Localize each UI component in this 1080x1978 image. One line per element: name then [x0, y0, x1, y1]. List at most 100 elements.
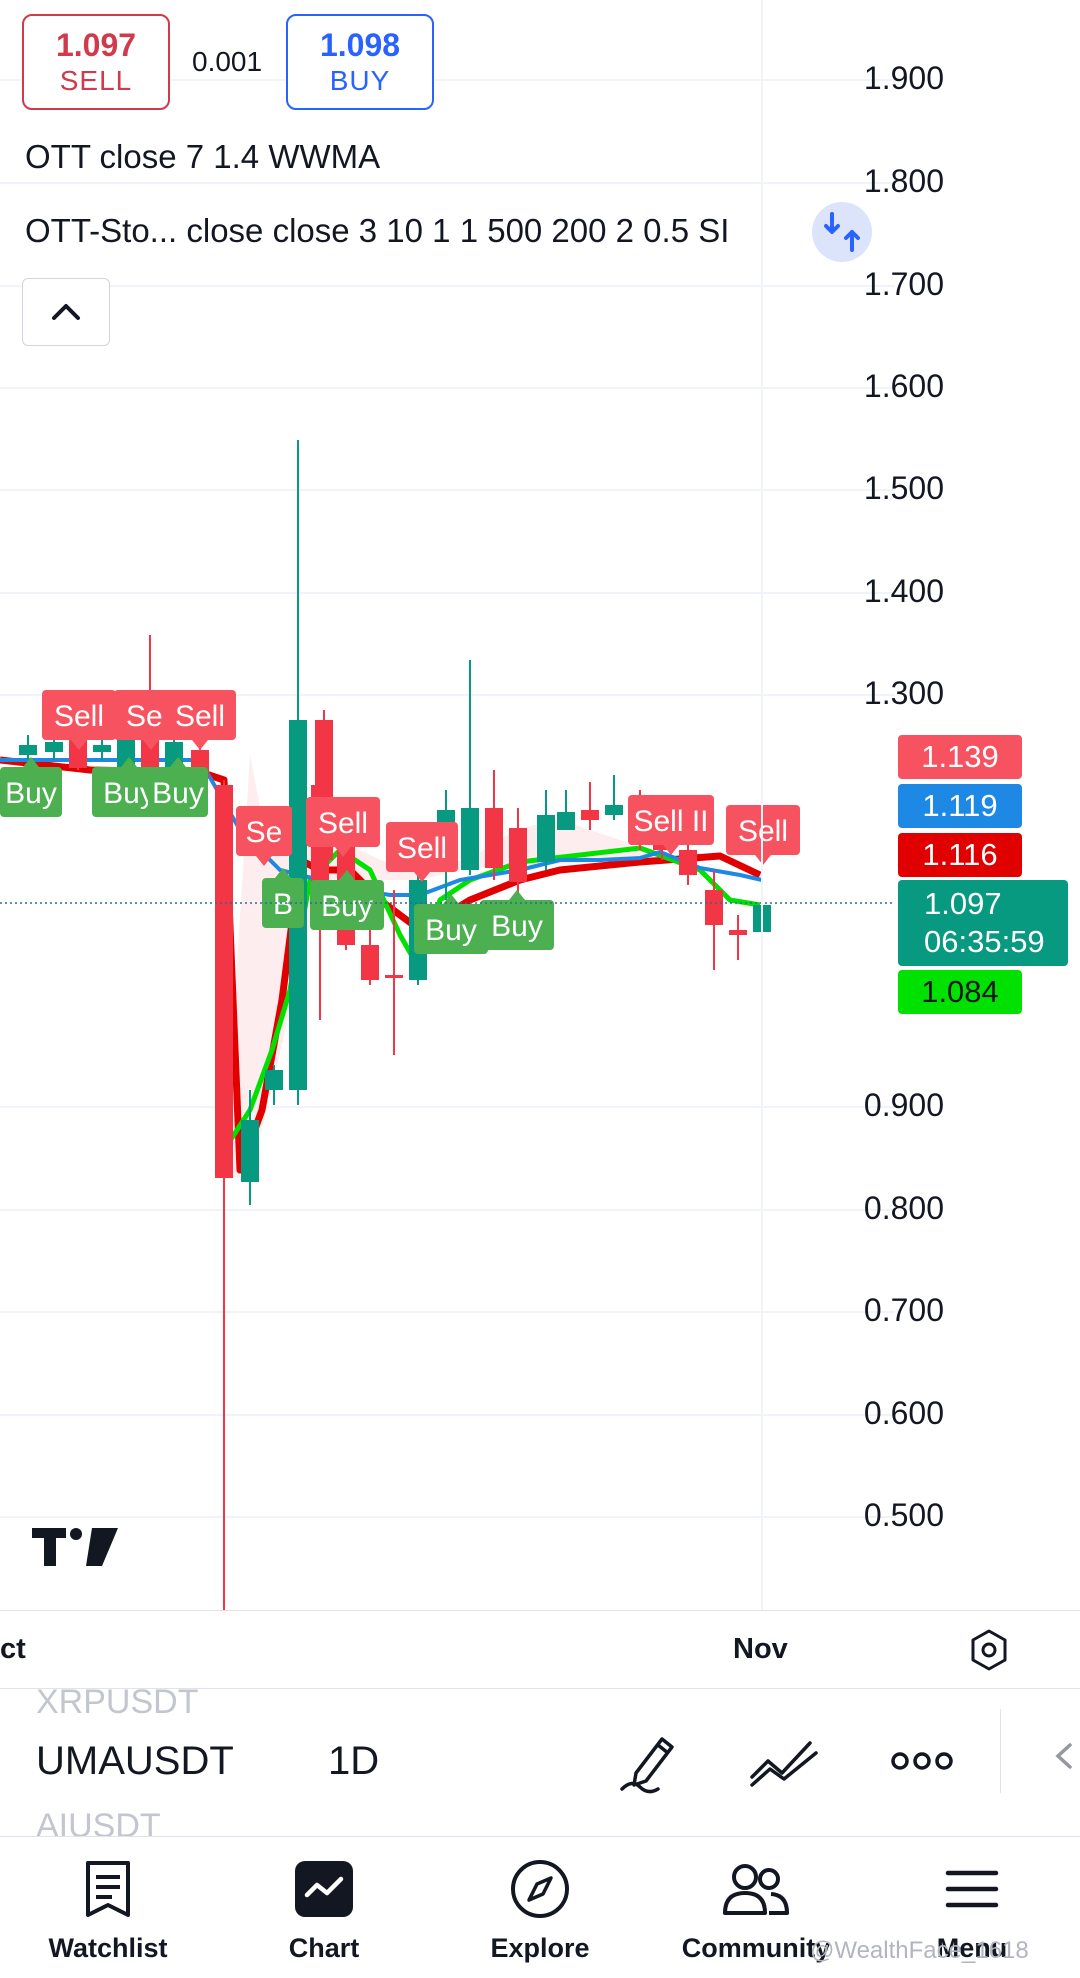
tab-explore[interactable]: Explore: [432, 1837, 648, 1978]
svg-text:Buy: Buy: [103, 777, 155, 810]
price-axis-label: 1.400: [863, 573, 944, 609]
tab-watchlist-label: Watchlist: [48, 1933, 168, 1963]
community-icon: [723, 1864, 789, 1915]
tradingview-logo: [32, 1524, 120, 1573]
more-dots-icon: [891, 1752, 953, 1770]
indicator-ott-legend[interactable]: OTT close 7 1.4 WWMA: [25, 138, 381, 175]
symbol-prev[interactable]: XRPUSDT: [36, 1683, 199, 1721]
time-axis[interactable]: ct Nov: [0, 1610, 1080, 1689]
buy-button[interactable]: 1.098 BUY: [286, 14, 434, 110]
buy-label: BUY: [329, 65, 391, 96]
price-axis-label: 0.900: [863, 1087, 944, 1123]
candle-body: [141, 740, 159, 775]
price-axis-label: 1.600: [863, 368, 944, 404]
indicators-chart-icon: [750, 1741, 818, 1787]
buy-signal-label: Buy: [414, 894, 488, 954]
current-price-tag: 1.097 06:35:59: [898, 880, 1068, 966]
candle-body: [705, 890, 723, 925]
svg-text:Buy: Buy: [491, 910, 543, 943]
price-tag-5: 1.084: [898, 970, 1022, 1014]
candle-body: [605, 805, 623, 815]
svg-text:Buy: Buy: [152, 777, 204, 810]
svg-text:B: B: [273, 888, 293, 921]
svg-text:Sell: Sell: [175, 700, 225, 733]
current-price-value: 1.097: [924, 886, 1002, 921]
price-axis-label: 0.600: [863, 1395, 944, 1431]
price-tag-1: 1.139: [898, 735, 1022, 779]
tab-explore-label: Explore: [490, 1933, 590, 1963]
time-label-nov: Nov: [733, 1633, 788, 1665]
candle-body: [265, 1070, 283, 1090]
swap-arrows-button[interactable]: [812, 202, 872, 262]
svg-text:Sell: Sell: [54, 700, 104, 733]
buy-signal-label: B: [262, 868, 304, 928]
tab-community-label: Community: [681, 1933, 831, 1963]
tab-community[interactable]: Community: [648, 1837, 864, 1978]
sell-signal-label: Sell: [306, 797, 380, 857]
candle-body: [361, 945, 379, 980]
compass-icon: [511, 1860, 569, 1918]
buy-signal-label: Buy: [480, 890, 554, 950]
bar-countdown: 06:35:59: [924, 924, 1045, 959]
swap-arrows-icon: [824, 212, 860, 252]
buy-signal-label: Buy: [92, 757, 166, 817]
sell-price: 1.097: [55, 27, 137, 63]
sell-label: SELL: [59, 65, 133, 96]
svg-text:Buy: Buy: [425, 914, 477, 947]
tab-chart-label: Chart: [288, 1933, 360, 1963]
candle-body: [679, 850, 697, 875]
candle-body: [729, 930, 747, 935]
svg-text:Buy: Buy: [5, 777, 57, 810]
candle-body: [215, 785, 233, 1178]
indicator-ott-sto-legend[interactable]: OTT-Sto... close close 3 10 1 1 500 200 …: [25, 212, 730, 249]
chart-tab-icon: [295, 1861, 353, 1917]
sell-signal-label: Sell: [164, 690, 236, 750]
svg-text:Sell: Sell: [318, 807, 368, 840]
candle-body: [581, 810, 599, 820]
indicators-button[interactable]: [748, 1733, 820, 1794]
candle-body: [485, 808, 503, 868]
price-axis-label: 1.800: [863, 163, 944, 199]
spread-value: 0.001: [192, 46, 263, 77]
chevron-up-icon: [52, 304, 80, 320]
sell-signal-label: Sell: [42, 690, 116, 750]
buy-signal-label: Buy: [148, 757, 208, 817]
time-label-oct: ct: [0, 1633, 26, 1665]
buy-signal-label: Buy: [310, 870, 384, 930]
svg-text:Sell II: Sell II: [633, 805, 708, 838]
price-axis-label: 1.900: [863, 60, 944, 96]
price-tag-3: 1.116: [898, 833, 1022, 877]
tab-chart[interactable]: Chart: [216, 1837, 432, 1978]
ott-red-line: [0, 756, 762, 1174]
price-axis-label: 0.700: [863, 1292, 944, 1328]
price-tag-2: 1.119: [898, 784, 1022, 828]
candle-body: [241, 1120, 259, 1182]
candle-body: [509, 828, 527, 882]
chart-settings-button[interactable]: [966, 1627, 1012, 1678]
more-button[interactable]: [890, 1747, 954, 1780]
candle-body: [289, 720, 307, 1000]
tradingview-logo-icon: [32, 1528, 118, 1566]
tab-watchlist[interactable]: Watchlist: [0, 1837, 216, 1978]
drawing-tool-button[interactable]: [618, 1729, 682, 1800]
hamburger-menu-icon: [945, 1870, 999, 1908]
interval-selector[interactable]: 1D: [328, 1739, 380, 1783]
candle-body: [537, 815, 555, 862]
symbol-current[interactable]: UMAUSDT: [36, 1739, 234, 1783]
tab-menu[interactable]: Menu: [864, 1837, 1080, 1978]
candle-body: [557, 812, 575, 830]
chart-area[interactable]: Sell Sell Sell Se Sell Sell Sell II Sell Buy Buy B…: [0, 0, 1080, 1610]
sell-button[interactable]: 1.097 SELL: [22, 14, 170, 110]
buy-price: 1.098: [319, 27, 401, 63]
symbol-toolbar: XRPUSDT UMAUSDT 1D AIUSDT: [0, 1683, 1080, 1845]
collapse-legend-button[interactable]: [22, 278, 110, 346]
candle-body: [385, 975, 403, 978]
buy-signal-label: Buy: [0, 757, 62, 817]
collapse-toolbar-button[interactable]: [1050, 1741, 1076, 1776]
chevron-left-icon: [1055, 1743, 1072, 1769]
candle-body: [461, 808, 479, 870]
watermark-text: @WealthFace_1618: [810, 1937, 1029, 1964]
candle-body: [45, 742, 63, 752]
settings-hexagon-icon: [971, 1629, 1007, 1671]
